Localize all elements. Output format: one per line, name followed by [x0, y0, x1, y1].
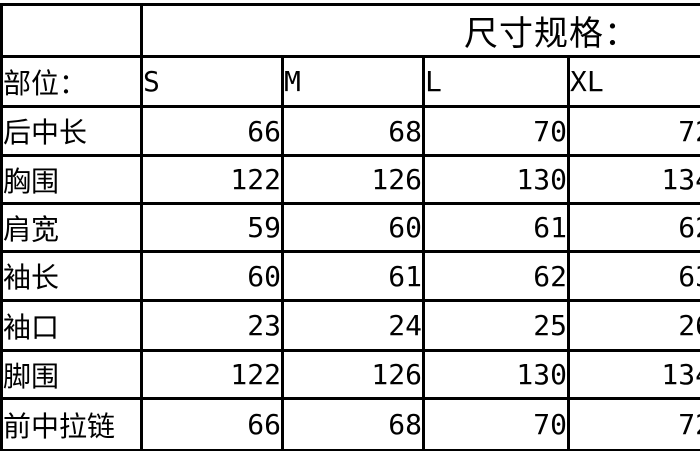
value-cell-m: 24 — [281, 299, 425, 352]
value-cell-l: 70 — [422, 105, 570, 157]
value-cell-s: 59 — [140, 202, 284, 253]
row-label: 前中拉链 — [0, 397, 143, 451]
value-cell-xl: 62 — [567, 202, 700, 253]
corner-empty-cell — [0, 3, 143, 58]
column-header-part: 部位： — [0, 55, 143, 108]
table-row: 肩宽 59 60 61 62 — [0, 202, 700, 253]
value-cell-l: 25 — [422, 299, 570, 352]
value-cell-l: 70 — [422, 397, 570, 451]
value-cell-m: 60 — [281, 202, 425, 253]
table-row: 袖口 23 24 25 26 — [0, 299, 700, 352]
title-row: 尺寸规格： — [0, 3, 700, 58]
value-cell-xl: 134 — [567, 349, 700, 400]
row-label: 脚围 — [0, 349, 143, 400]
value-cell-l: 62 — [422, 250, 570, 302]
value-cell-m: 68 — [281, 397, 425, 451]
column-header-size-m: M — [281, 55, 425, 108]
value-cell-l: 130 — [422, 154, 570, 205]
table-title: 尺寸规格： — [139, 3, 700, 58]
value-cell-l: 130 — [422, 349, 570, 400]
column-header-size-xl: XL — [567, 55, 700, 108]
row-label: 后中长 — [0, 105, 143, 157]
value-cell-s: 122 — [140, 154, 284, 205]
value-cell-xl: 134 — [567, 154, 700, 205]
row-label: 袖口 — [0, 299, 143, 352]
value-cell-s: 60 — [140, 250, 284, 302]
row-label: 肩宽 — [0, 202, 143, 253]
value-cell-l: 61 — [422, 202, 570, 253]
value-cell-m: 126 — [281, 349, 425, 400]
value-cell-xl: 72 — [567, 397, 700, 451]
table-row: 胸围 122 126 130 134 — [0, 154, 700, 205]
value-cell-xl: 63 — [567, 250, 700, 302]
value-cell-s: 122 — [140, 349, 284, 400]
row-label: 胸围 — [0, 154, 143, 205]
value-cell-s: 66 — [140, 105, 284, 157]
size-spec-table: 尺寸规格： 部位： S M L XL 后中长 66 68 70 72 胸围 12… — [0, 3, 700, 451]
value-cell-m: 68 — [281, 105, 425, 157]
value-cell-m: 61 — [281, 250, 425, 302]
row-label: 袖长 — [0, 250, 143, 302]
value-cell-m: 126 — [281, 154, 425, 205]
table-row: 脚围 122 126 130 134 — [0, 349, 700, 400]
table-row: 前中拉链 66 68 70 72 — [0, 397, 700, 451]
column-header-size-s: S — [140, 55, 284, 108]
value-cell-xl: 72 — [567, 105, 700, 157]
column-header-size-l: L — [422, 55, 570, 108]
table-row: 后中长 66 68 70 72 — [0, 105, 700, 157]
table-row: 袖长 60 61 62 63 — [0, 250, 700, 302]
value-cell-s: 66 — [140, 397, 284, 451]
size-header-row: 部位： S M L XL — [0, 55, 700, 108]
value-cell-xl: 26 — [567, 299, 700, 352]
value-cell-s: 23 — [140, 299, 284, 352]
